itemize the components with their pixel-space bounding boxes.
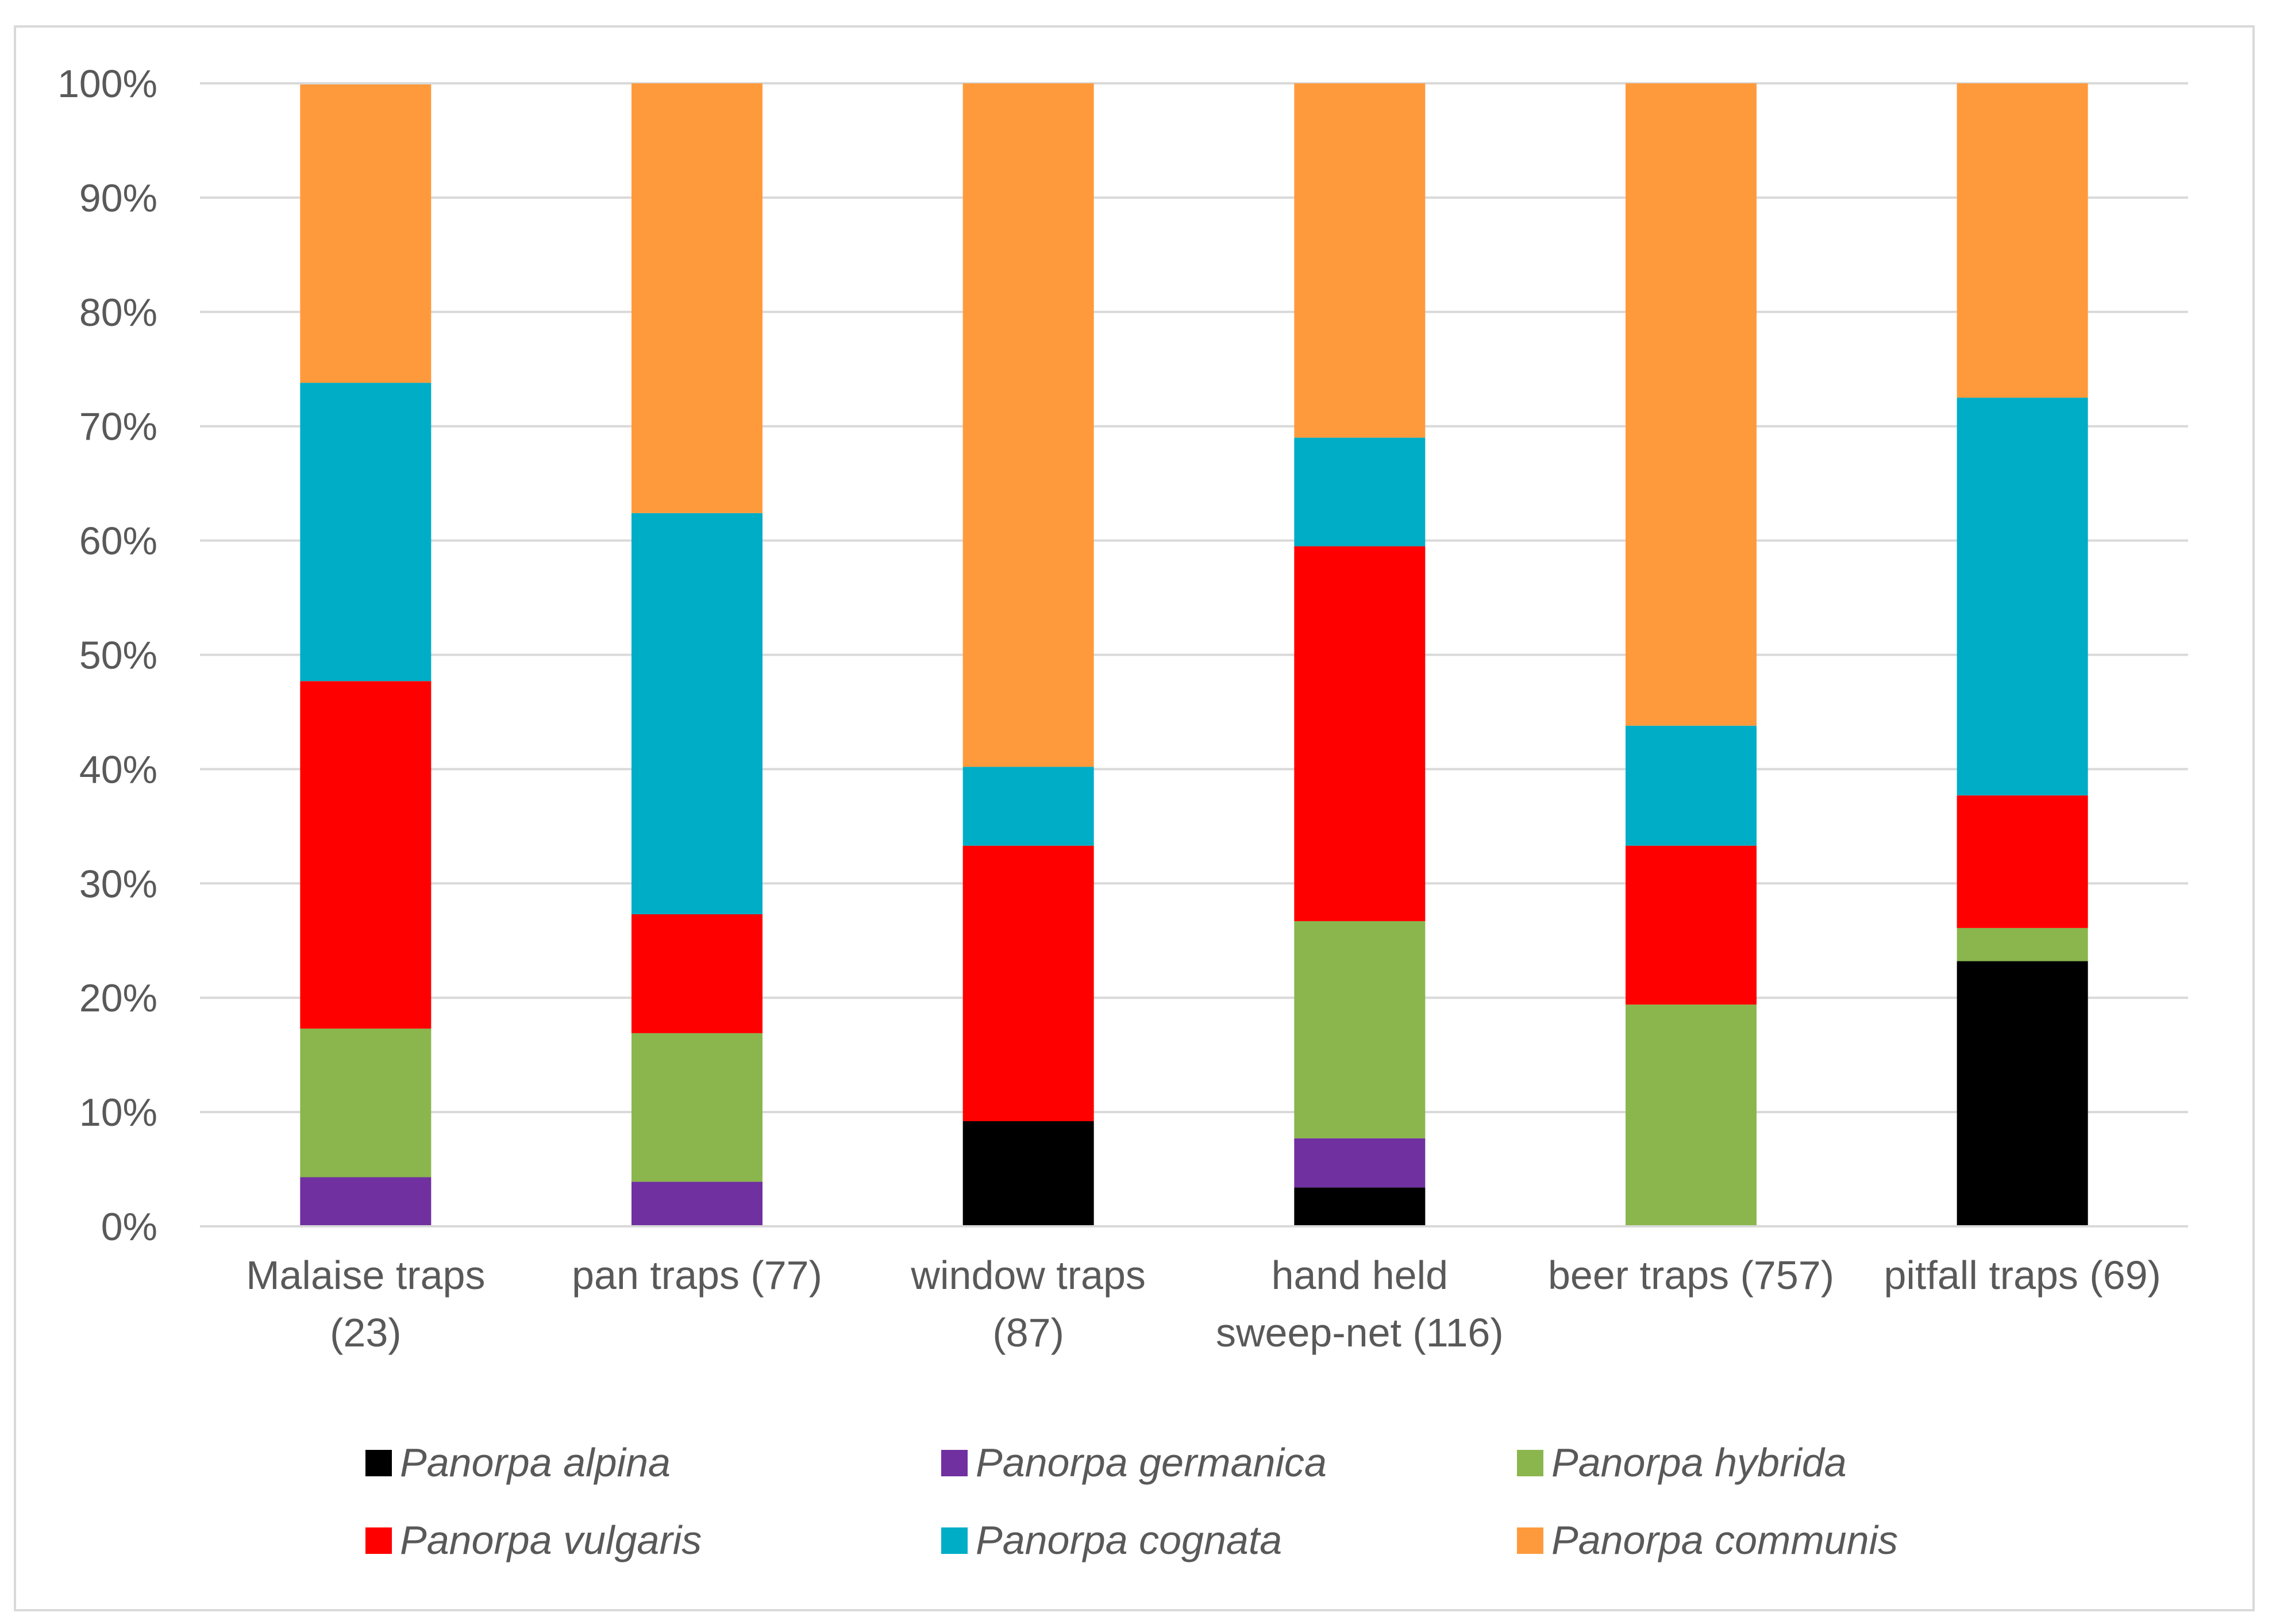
bar-segment — [962, 1121, 1094, 1226]
legend-swatch — [365, 1450, 392, 1476]
bar-segment — [300, 383, 432, 682]
legend-swatch — [365, 1527, 392, 1554]
bar-segment — [1626, 725, 1757, 846]
bar-segment — [1957, 83, 2088, 398]
bar-segment — [1957, 397, 2088, 796]
legend-swatch — [1517, 1527, 1543, 1554]
y-tick-label: 70% — [79, 405, 157, 449]
bar-segment — [631, 513, 762, 915]
bar-segment — [300, 1177, 432, 1226]
y-tick-label: 50% — [79, 634, 157, 678]
legend-swatch — [941, 1450, 968, 1476]
y-tick-label: 90% — [79, 176, 157, 220]
x-axis-category-labels: Malaise traps (23) pan traps (77) window tr… — [246, 1253, 2161, 1355]
bar-segment — [962, 83, 1094, 767]
bar-segment — [631, 914, 762, 1033]
bar-segment — [300, 681, 432, 1029]
y-tick-label: 20% — [79, 976, 157, 1020]
legend: Panorpa alpina Panorpa germanica Panorpa h… — [365, 1440, 1898, 1563]
stacked-bar-chart: 0% 10% 20% 30% 40% 50% 60% 70% 80% 90% 100% Malais… — [57, 62, 2188, 1563]
bar-segment — [631, 1033, 762, 1182]
y-tick-label: 30% — [79, 862, 157, 906]
bar-segment — [300, 84, 432, 383]
legend-label: Panorpa communis — [1551, 1518, 1898, 1563]
y-tick-label: 40% — [79, 748, 157, 791]
bar-segment — [1626, 1005, 1757, 1226]
chart-frame: 0% 10% 20% 30% 40% 50% 60% 70% 80% 90% 100% Malais… — [14, 25, 2255, 1611]
x-category-label: beer traps (757) — [1548, 1253, 1834, 1298]
x-category-label: hand held sweep-net (116) — [1216, 1253, 1504, 1355]
x-category-label: Malaise traps (23) — [246, 1253, 485, 1355]
x-category-label: pan traps (77) — [572, 1253, 822, 1298]
y-tick-label: 0% — [101, 1205, 157, 1249]
x-category-label: window traps (87) — [910, 1253, 1146, 1355]
legend-label: Panorpa cognata — [976, 1518, 1282, 1563]
y-tick-label: 10% — [79, 1091, 157, 1134]
legend-label: Panorpa vulgaris — [400, 1518, 702, 1563]
legend-label: Panorpa germanica — [976, 1440, 1327, 1485]
bar-segment — [1957, 928, 2088, 961]
bar-segment — [1294, 921, 1426, 1138]
legend-swatch — [1517, 1450, 1543, 1476]
legend-label: Panorpa hybrida — [1551, 1440, 1847, 1485]
bar-segment — [1626, 845, 1757, 1005]
bar-segment — [1294, 83, 1426, 438]
y-tick-label: 80% — [79, 291, 157, 334]
legend-label: Panorpa alpina — [400, 1440, 671, 1485]
bar-segment — [1957, 961, 2088, 1226]
bar-segment — [1957, 795, 2088, 928]
bar-segment — [1294, 1187, 1426, 1226]
bar-segment — [300, 1028, 432, 1177]
bar-segment — [631, 1182, 762, 1226]
bar-segment — [1294, 1138, 1426, 1188]
bar-segment — [962, 845, 1094, 1122]
y-tick-label: 100% — [57, 62, 157, 106]
x-category-label: pitfall traps (69) — [1884, 1253, 2161, 1298]
bar-segment — [1294, 546, 1426, 921]
bar-segment — [631, 83, 762, 513]
bar-segment — [962, 767, 1094, 846]
bar-segment — [1294, 437, 1426, 547]
gridlines — [200, 82, 2188, 1114]
bar-segments — [300, 83, 2088, 1226]
legend-swatch — [941, 1527, 968, 1554]
bar-segment — [1626, 83, 1757, 726]
y-axis-tick-labels: 0% 10% 20% 30% 40% 50% 60% 70% 80% 90% 100% — [57, 62, 157, 1249]
y-tick-label: 60% — [79, 519, 157, 563]
